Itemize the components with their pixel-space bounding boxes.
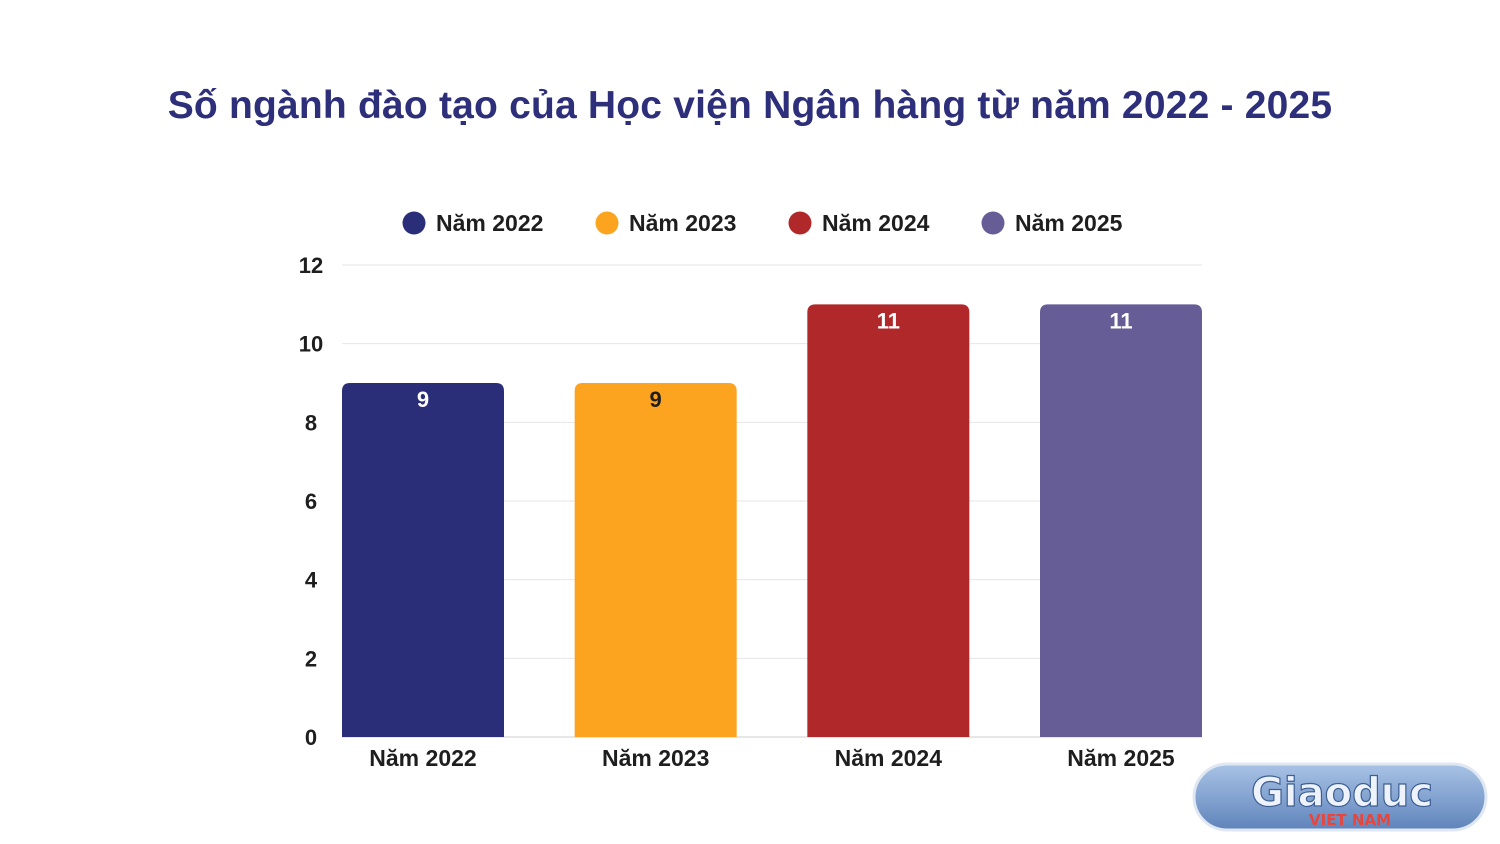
bar [342,383,504,737]
x-axis: Năm 2022 Năm 2023 Năm 2024 Năm 2025 [369,745,1175,771]
bar-data-label: 9 [650,387,662,412]
svg-text:VIET NAM: VIET NAM [1309,811,1391,829]
svg-text:Giaoduc: Giaoduc [1251,770,1433,816]
legend-marker [402,211,426,235]
y-tick-label: 2 [305,646,317,671]
bar-data-label: 9 [417,387,429,412]
legend-label: Năm 2023 [629,210,736,236]
y-tick-label: 0 [305,725,317,750]
legend-marker [788,211,812,235]
x-tick-label: Năm 2023 [602,745,709,771]
giaoduc-logo: Giaoduc VIET NAM [1192,762,1488,832]
y-tick-label: 12 [299,253,323,278]
bar [574,383,737,737]
y-tick-label: 8 [305,410,317,435]
x-tick-label: Năm 2024 [835,745,943,771]
chart-title: Số ngành đào tạo của Học viện Ngân hàng … [167,84,1333,127]
y-axis: 0 2 4 6 8 10 12 [299,253,323,750]
legend-label: Năm 2025 [1015,210,1123,236]
legend-label: Năm 2024 [822,210,930,236]
bars: 9 9 11 11 [342,304,1202,737]
bar [807,304,970,737]
y-tick-label: 4 [305,568,318,593]
y-tick-label: 6 [305,489,317,514]
y-tick-label: 10 [299,332,323,357]
legend: Năm 2022 Năm 2023 Năm 2024 Năm 2025 [402,210,1123,236]
bar [1040,304,1202,737]
bar-data-label: 11 [1109,308,1132,333]
bar-data-label: 11 [877,308,900,333]
legend-marker [981,211,1005,235]
legend-marker [595,211,619,235]
legend-label: Năm 2022 [436,210,543,236]
x-tick-label: Năm 2022 [369,745,476,771]
x-tick-label: Năm 2025 [1067,745,1175,771]
